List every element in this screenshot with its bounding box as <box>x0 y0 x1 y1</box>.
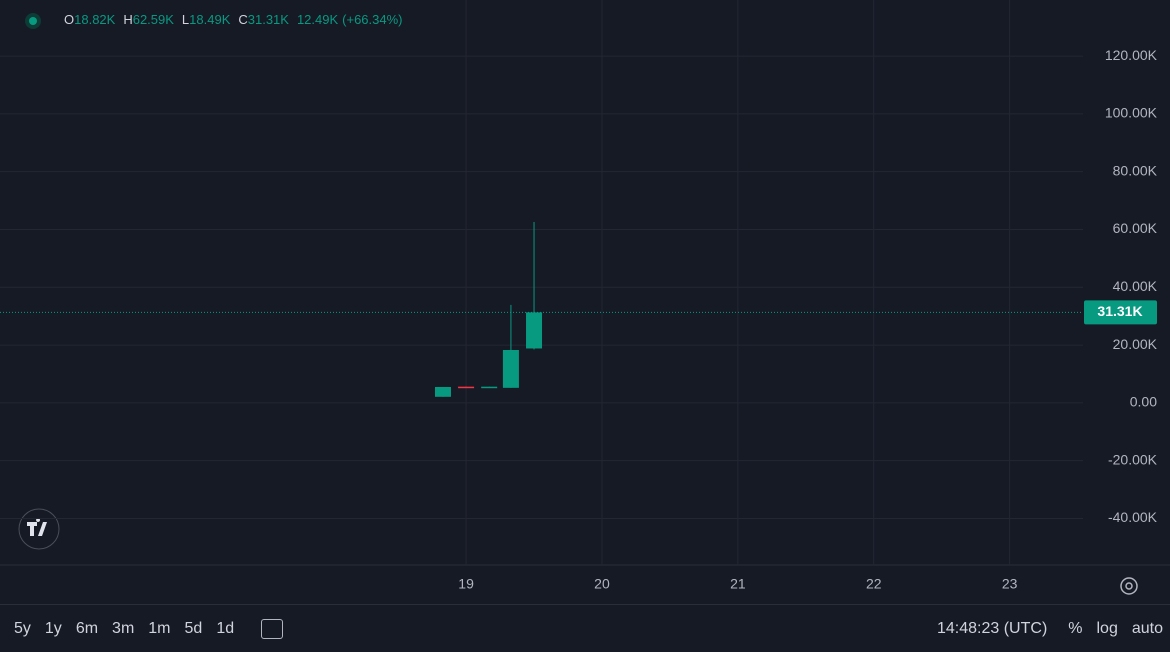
y-tick-label: 0.00 <box>1130 394 1157 410</box>
tv-logo[interactable] <box>18 508 60 550</box>
status-dot <box>29 17 37 25</box>
candle-body <box>526 312 543 349</box>
x-tick-label: 21 <box>730 576 746 592</box>
ohlc-key: H <box>123 12 133 27</box>
grid <box>0 0 1083 565</box>
range-button[interactable]: 6m <box>75 619 99 637</box>
range-button[interactable]: 5y <box>14 619 31 637</box>
y-tick-label: 20.00K <box>1113 336 1158 352</box>
range-button[interactable]: 1m <box>148 619 171 637</box>
option-button[interactable]: log <box>1096 619 1118 637</box>
x-tick-label: 22 <box>866 576 882 592</box>
candle-body <box>502 349 519 388</box>
y-tick-label: -20.00K <box>1108 451 1158 467</box>
ohlc-value: 18.82K <box>74 12 116 27</box>
candle-body <box>458 386 475 389</box>
candle-body <box>434 386 451 397</box>
last-price-label: 31.31K <box>1097 303 1142 319</box>
y-tick-label: 100.00K <box>1105 105 1158 121</box>
y-tick-label: 120.00K <box>1105 47 1158 63</box>
x-tick-label: 19 <box>458 576 474 592</box>
ohlc-value: 18.49K <box>189 12 231 27</box>
ohlc-key: O <box>64 12 75 27</box>
range-button[interactable]: 1d <box>216 619 235 637</box>
option-button[interactable]: auto <box>1131 619 1163 637</box>
clock: 14:48:23 (UTC) <box>937 619 1048 637</box>
y-tick-label: 80.00K <box>1113 162 1158 178</box>
settings-icon[interactable] <box>1120 577 1138 595</box>
ohlc-item: L18.49K <box>182 12 230 27</box>
ohlc-key: L <box>181 12 190 27</box>
ohlc-item: C31.31K <box>238 12 289 27</box>
range-button[interactable]: 5d <box>184 619 203 637</box>
range-button[interactable]: 1y <box>44 619 62 637</box>
ohlc-item: O18.82K <box>64 12 115 27</box>
calendar-icon[interactable] <box>261 618 284 639</box>
change: 12.49K <box>296 12 339 27</box>
x-tick-label: 20 <box>594 576 610 592</box>
ohlc-header: O18.82K H62.59K L18.49K C31.31K 12.49K (+66.3… <box>64 12 403 27</box>
change-pct: (+66.34%) <box>342 12 403 27</box>
range-button[interactable]: 3m <box>112 619 135 637</box>
ohlc-item: H62.59K <box>123 12 174 27</box>
ohlc-value: 31.31K <box>247 12 289 27</box>
ohlc-key: C <box>238 12 248 27</box>
candle-body <box>481 386 498 389</box>
last-price-box <box>1084 300 1157 325</box>
y-tick-label: -40.00K <box>1108 509 1158 525</box>
y-tick-label: 60.00K <box>1113 220 1158 236</box>
option-button[interactable]: % <box>1068 619 1083 637</box>
ohlc-value: 62.59K <box>132 12 174 27</box>
y-tick-label: 40.00K <box>1113 278 1158 294</box>
x-tick-label: 23 <box>1002 576 1018 592</box>
toolbar: 5y 1y 6m 3m 1m 5d 1d 14:48:23 (UTC)% log auto <box>0 604 1170 652</box>
chart: -40.00K -20.00K 0.00 20.00K 40.00K 60.00K 80.0… <box>0 0 1170 595</box>
